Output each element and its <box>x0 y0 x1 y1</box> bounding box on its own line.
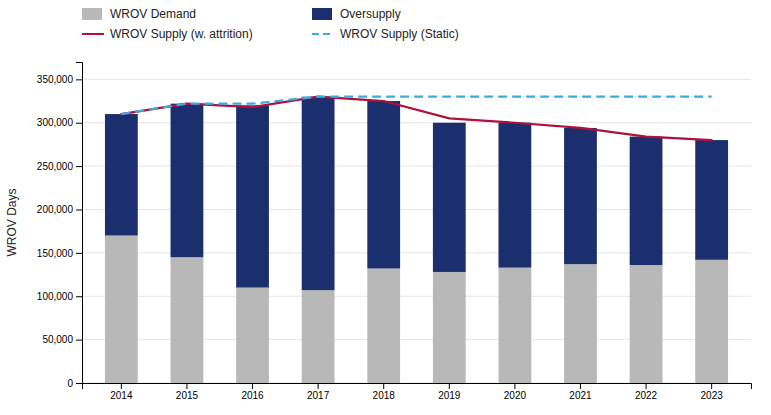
y-tick: 300,000 <box>37 117 82 128</box>
x-axis-line <box>83 384 752 390</box>
x-tick-label: 2015 <box>176 390 199 401</box>
bar <box>171 257 204 383</box>
bar <box>564 128 597 264</box>
plot-area <box>105 97 728 383</box>
bar <box>367 101 400 268</box>
y-axis: 0 50,000 100,000 150,000 200,000 250,000 300,0… <box>37 63 83 389</box>
x-axis: 2014 2015 2016 2017 2018 2019 2020 2021 2022 2023 <box>83 383 752 401</box>
grid <box>82 79 751 383</box>
bar <box>105 114 138 235</box>
x-tick-mark <box>646 383 647 389</box>
legend-item: WROV Demand <box>82 7 196 21</box>
y-tick-mark <box>76 166 82 167</box>
x-tick-mark <box>121 383 122 389</box>
x-tick-label: 2023 <box>701 390 724 401</box>
bar-series <box>105 97 728 290</box>
y-tick-label: 200,000 <box>37 204 74 215</box>
bar <box>630 137 663 265</box>
chart: 2014 2015 2016 2017 2018 2019 2020 2021 2022 2023… <box>0 0 771 415</box>
bar <box>302 97 335 290</box>
bar <box>171 104 204 258</box>
x-tick-mark <box>711 383 712 389</box>
x-tick-mark <box>252 383 253 389</box>
y-tick: 150,000 <box>37 248 82 259</box>
line <box>121 97 711 140</box>
legend-label: Oversupply <box>340 7 401 21</box>
bar <box>236 105 269 287</box>
x-tick: 2016 <box>241 383 264 401</box>
x-tick: 2015 <box>176 383 199 401</box>
y-tick-mark <box>76 209 82 210</box>
x-tick-mark <box>186 383 187 389</box>
x-tick: 2019 <box>438 383 461 401</box>
x-tick-mark <box>580 383 581 389</box>
bar <box>498 268 531 383</box>
bar <box>695 140 728 260</box>
y-tick-label: 50,000 <box>42 334 73 345</box>
legend-item: Oversupply <box>312 7 401 21</box>
x-tick-label: 2017 <box>307 390 330 401</box>
x-tick-mark <box>514 383 515 389</box>
legend-swatch <box>312 8 332 20</box>
y-axis-title: WROV Days <box>5 188 19 256</box>
x-tick-label: 2021 <box>569 390 592 401</box>
y-tick-mark <box>76 79 82 80</box>
x-tick: 2014 <box>110 383 133 401</box>
legend-line <box>312 33 334 35</box>
x-tick-label: 2018 <box>373 390 396 401</box>
x-tick-label: 2016 <box>241 390 264 401</box>
y-tick: 350,000 <box>37 74 82 85</box>
grid-line <box>82 79 751 80</box>
x-tick-label: 2020 <box>504 390 527 401</box>
bar <box>105 236 138 383</box>
y-tick-label: 350,000 <box>37 74 74 85</box>
bar <box>236 288 269 383</box>
y-tick-mark <box>76 253 82 254</box>
y-tick-label: 100,000 <box>37 291 74 302</box>
y-tick-mark <box>76 296 82 297</box>
x-tick-mark <box>318 383 319 389</box>
bar <box>695 260 728 383</box>
y-tick-label: 0 <box>67 378 73 389</box>
x-tick: 2020 <box>504 383 527 401</box>
bar <box>367 268 400 383</box>
x-tick: 2018 <box>373 383 396 401</box>
bar <box>630 265 663 383</box>
y-tick-label: 300,000 <box>37 117 74 128</box>
x-tick-label: 2014 <box>110 390 133 401</box>
legend: WROV Demand Oversupply WROV Supply (w. att… <box>82 7 459 41</box>
y-tick-label: 250,000 <box>37 161 74 172</box>
legend-swatch <box>82 8 102 20</box>
legend-line <box>82 33 104 35</box>
y-tick: 0 <box>67 378 82 389</box>
x-tick: 2021 <box>569 383 592 401</box>
y-tick: 50,000 <box>42 334 82 345</box>
line <box>121 97 711 114</box>
bar <box>302 290 335 383</box>
legend-item: WROV Supply (w. attrition) <box>82 27 253 41</box>
legend-label: WROV Demand <box>110 7 196 21</box>
y-tick-mark <box>76 123 82 124</box>
x-tick-mark <box>383 383 384 389</box>
legend-label: WROV Supply (w. attrition) <box>110 27 253 41</box>
x-tick: 2017 <box>307 383 330 401</box>
x-tick: 2023 <box>701 383 724 401</box>
y-tick-mark <box>76 383 82 384</box>
x-tick: 2022 <box>635 383 658 401</box>
bar <box>433 272 466 383</box>
x-tick-mark <box>449 383 450 389</box>
x-tick-label: 2019 <box>438 390 461 401</box>
y-tick: 250,000 <box>37 161 82 172</box>
bar <box>498 123 531 268</box>
legend-label: WROV Supply (Static) <box>340 27 459 41</box>
x-tick-label: 2022 <box>635 390 658 401</box>
y-tick-label: 150,000 <box>37 248 74 259</box>
y-tick: 100,000 <box>37 291 82 302</box>
bar <box>564 264 597 383</box>
y-tick-mark <box>76 340 82 341</box>
y-tick: 200,000 <box>37 204 82 215</box>
bar <box>433 123 466 272</box>
legend-item: WROV Supply (Static) <box>312 27 459 41</box>
y-axis-line <box>76 63 83 384</box>
